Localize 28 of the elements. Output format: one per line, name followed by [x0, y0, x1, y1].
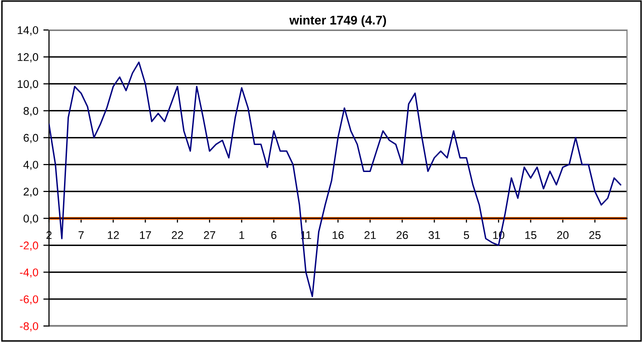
y-tick-label: 14,0	[18, 26, 38, 36]
x-tick-label: 31	[428, 231, 440, 240]
y-tick-label: 4,0	[23, 160, 38, 170]
y-tick-label: 2,0	[24, 188, 38, 197]
y-tick-label: -2,0	[20, 242, 38, 251]
y-tick-label: 10,0	[18, 80, 38, 90]
x-tick-label: 6	[271, 231, 276, 240]
y-tick-label: 0,0	[24, 214, 38, 224]
x-tick-label: 26	[396, 231, 408, 240]
y-tick-label: 6,0	[24, 134, 38, 144]
x-tick-label: 22	[172, 231, 184, 239]
y-tick-label: -8,0	[20, 322, 38, 332]
x-tick-label: 15	[525, 231, 536, 240]
y-tick-label: -6,0	[20, 295, 38, 305]
x-tick-label: 5	[464, 231, 470, 240]
x-tick-label: 1	[239, 231, 244, 239]
x-tick-label: 12	[108, 231, 119, 239]
y-tick-label: -4,0	[20, 268, 38, 278]
x-tick-label: 17	[140, 231, 151, 239]
chart-title: winter 1749 (4.7)	[289, 15, 386, 28]
y-tick-label: 12,0	[18, 53, 38, 62]
x-tick-label: 7	[78, 231, 84, 239]
x-tick-label: 27	[204, 231, 216, 239]
y-tick-label: 8,0	[24, 106, 38, 116]
x-tick-label: 21	[364, 231, 376, 239]
x-tick-label: 20	[557, 231, 569, 240]
x-tick-label: 25	[589, 231, 601, 240]
x-tick-label: 16	[332, 231, 344, 240]
